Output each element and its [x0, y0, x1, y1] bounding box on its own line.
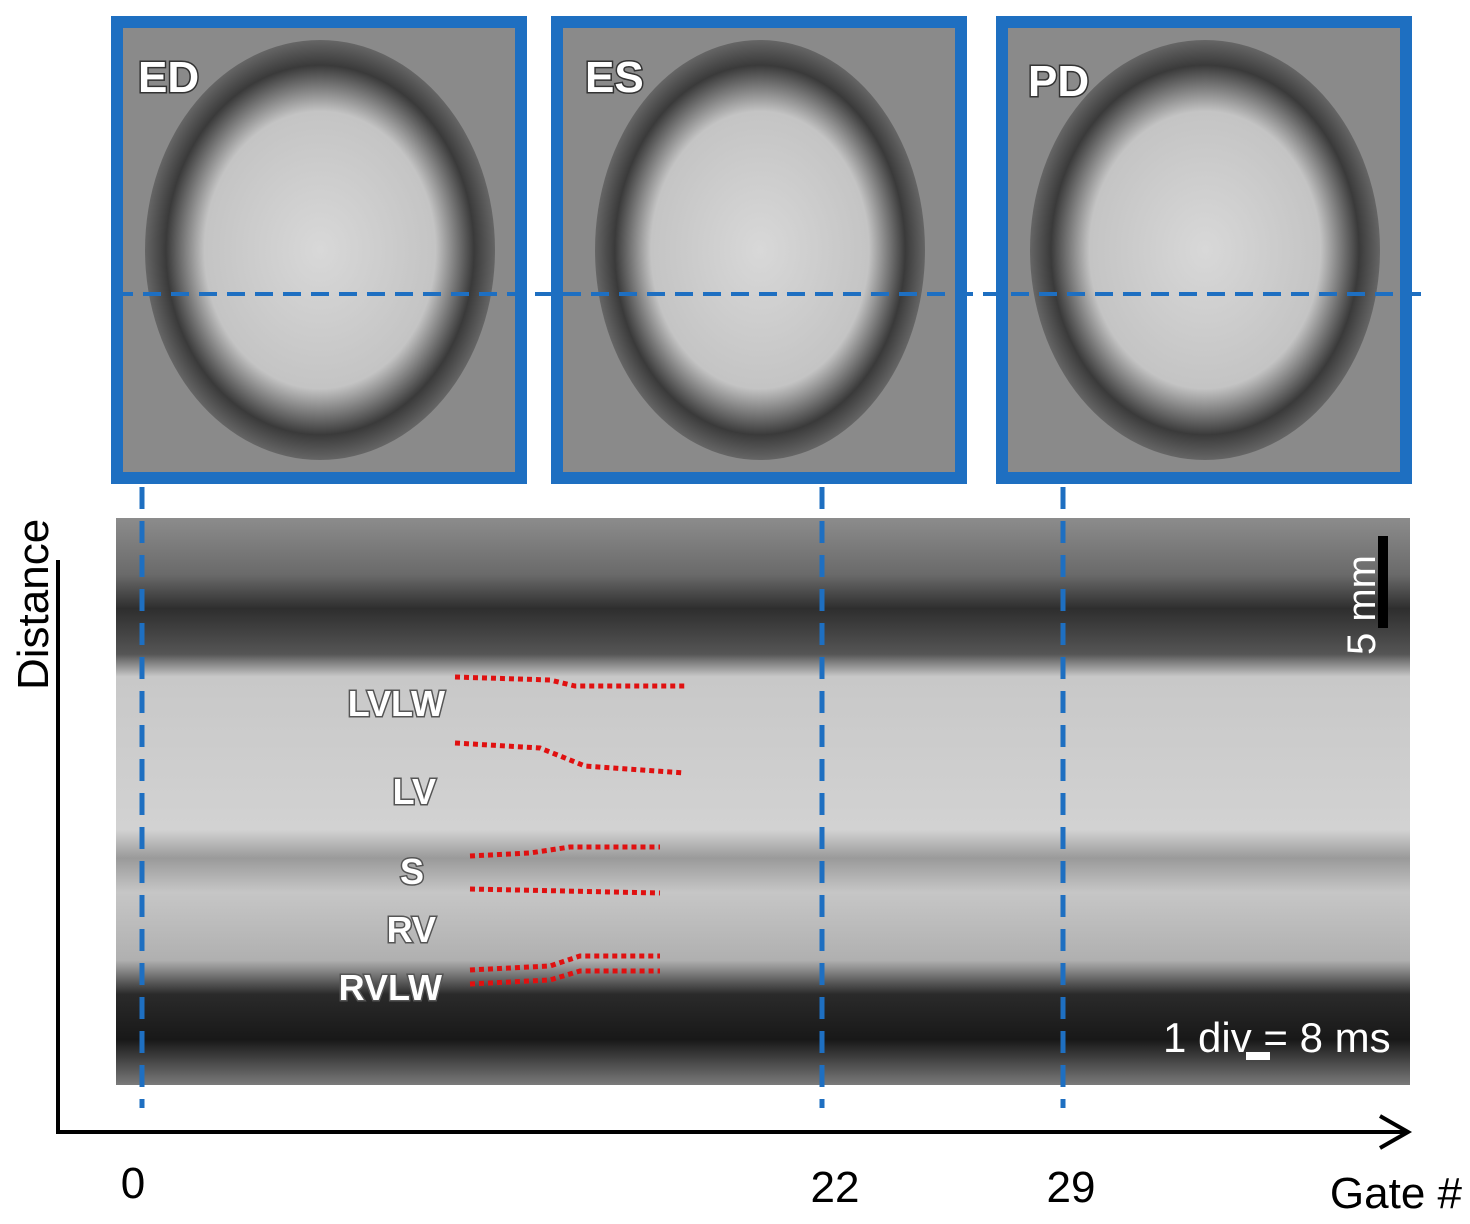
panel-label: ED [138, 53, 199, 102]
heart-image [595, 40, 925, 460]
structure-label: RV [387, 909, 436, 950]
panel: ES [551, 16, 967, 484]
panel: PD [996, 16, 1412, 484]
scale-label: 5 mm [1340, 555, 1384, 655]
scale-bar [1378, 536, 1388, 628]
time-scale: 1 div = 8 ms [1163, 1014, 1391, 1061]
time-bar [1246, 1052, 1270, 1060]
heart-image [1030, 40, 1380, 460]
panel-label: PD [1028, 57, 1089, 106]
contours [454, 674, 686, 987]
x-tick-label: 0 [121, 1159, 145, 1208]
mmode: LVLW LV S RV RVLW 5 mm 1 div = 8 ms [116, 518, 1410, 1085]
structure-label: LVLW [348, 683, 445, 724]
x-tick-label: 29 [1047, 1163, 1096, 1212]
x-axis-label: Gate # [1330, 1169, 1463, 1218]
axis-lines [56, 560, 1413, 1150]
gate-lines [139, 487, 1066, 1108]
axes: Distance Gate # 0 22 29 [9, 519, 1463, 1218]
mmode-image [116, 518, 1410, 1085]
y-axis-label: Distance [9, 519, 58, 690]
structure-label: S [400, 851, 424, 892]
structure-label: LV [393, 771, 436, 812]
panel: ED [111, 16, 527, 484]
structure-label: RVLW [339, 967, 442, 1008]
heart-image [145, 40, 495, 460]
panels: ED ES PD [111, 16, 1425, 484]
x-tick-label: 22 [811, 1163, 860, 1212]
panel-label: ES [585, 53, 644, 102]
